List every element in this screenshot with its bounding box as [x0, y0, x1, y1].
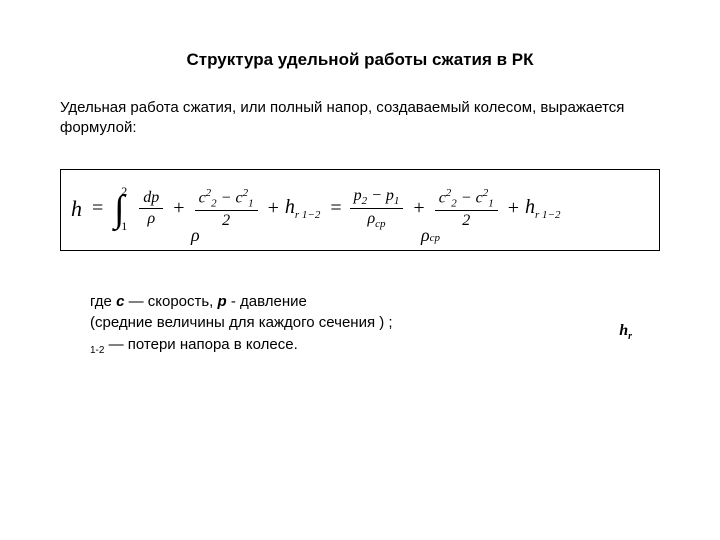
frac4-den: 2 — [462, 211, 470, 230]
p-desc: - давление — [227, 293, 307, 310]
intro-line-1: Удельная работа сжатия, или полный напор… — [60, 99, 624, 116]
var-h: h — [71, 196, 82, 222]
frac3-num: p2 − p1 — [350, 187, 404, 209]
hr-term-1: hr 1−2 — [285, 196, 320, 221]
plus-4: + — [508, 197, 519, 220]
plus-3: + — [413, 197, 424, 220]
integral-upper: 2 — [121, 184, 127, 199]
frac-c2-c1-b: c22 − c21 2 — [435, 187, 498, 231]
rho-overlay-b: ρср — [421, 225, 440, 246]
hr-side: hr — [619, 319, 632, 345]
frac-c2-c1: c22 − c21 2 — [195, 187, 258, 231]
intro-line-2: формулой: — [60, 119, 137, 136]
explain-line2: (средние величины для каждого сечения ) … — [90, 314, 393, 331]
formula: h = 2 ∫ 1 dp ρ + c22 − c21 2 + — [71, 174, 649, 244]
equals-1: = — [92, 197, 103, 220]
frac3-den: ρср — [367, 209, 385, 230]
page-title: Структура удельной работы сжатия в РК — [40, 50, 680, 70]
hr-term-2: hr 1−2 — [525, 196, 560, 221]
frac1-den: ρ — [147, 209, 155, 228]
frac-dp-rho: dp ρ — [139, 189, 163, 228]
explanation: где с — скорость, р - давление (средние … — [40, 291, 680, 359]
plus-1: + — [173, 197, 184, 220]
c-desc: — скорость, — [124, 293, 217, 310]
integral-lower: 1 — [121, 219, 127, 234]
frac4-num: c22 − c21 — [435, 187, 498, 212]
formula-box: h = 2 ∫ 1 dp ρ + c22 − c21 2 + — [60, 169, 660, 251]
integral-symbol: 2 ∫ 1 — [107, 190, 131, 228]
frac2-den: 2 — [222, 211, 230, 230]
plus-2: + — [268, 197, 279, 220]
equals-2: = — [330, 197, 341, 220]
frac1-num: dp — [139, 189, 163, 209]
where-label: где — [90, 293, 116, 310]
var-p: р — [218, 293, 227, 310]
rho-overlay-a: ρ — [191, 225, 200, 246]
frac-p2-p1: p2 − p1 ρср — [350, 187, 404, 230]
frac2-num: c22 − c21 — [195, 187, 258, 212]
intro-text: Удельная работа сжатия, или полный напор… — [40, 98, 680, 139]
explain-line3: — потери напора в колесе. — [104, 336, 297, 353]
sub-12: 1-2 — [90, 345, 104, 356]
